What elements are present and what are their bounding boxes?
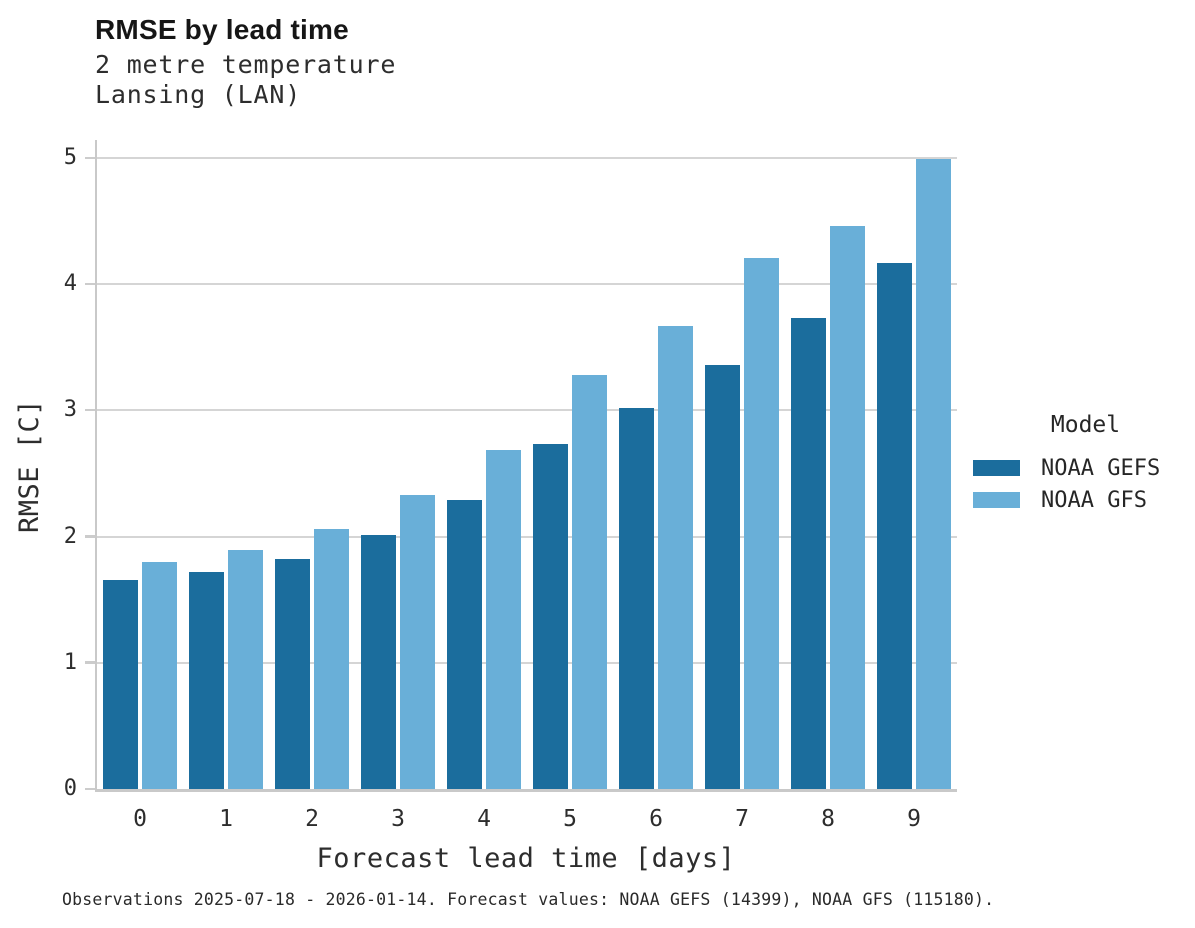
- bar-noaa-gfs-lead-2: [314, 529, 349, 789]
- bar-noaa-gefs-lead-8: [791, 318, 826, 789]
- plot-area: 0 1 2 3 4 5 0 1 2 3 4 5 6 7 8 9: [64, 140, 957, 832]
- x-tick-label-0: 0: [133, 806, 147, 832]
- bar-pair: [785, 158, 871, 789]
- bar-noaa-gfs-lead-4: [486, 449, 521, 789]
- bar-group-lead-7: 7: [699, 140, 785, 832]
- bar-pair: [699, 158, 785, 789]
- legend: Model NOAA GEFS NOAA GFS: [973, 412, 1195, 516]
- bar-group-lead-0: 0: [97, 140, 183, 832]
- x-tick-label-2: 2: [305, 806, 319, 832]
- bar-pair: [871, 158, 957, 789]
- gridline-y2: [97, 535, 957, 538]
- bar-noaa-gfs-lead-7: [744, 257, 779, 789]
- y-tick-mark-1: [85, 661, 95, 664]
- y-tick-label-1: 1: [63, 649, 77, 675]
- y-tick-mark-4: [85, 282, 95, 286]
- legend-swatch: [973, 492, 1020, 508]
- bar-pair: [269, 158, 355, 789]
- y-tick-mark-5: [85, 156, 95, 159]
- legend-label: NOAA GEFS: [1041, 455, 1161, 481]
- bar-noaa-gefs-lead-4: [447, 500, 482, 789]
- bar-noaa-gfs-lead-9: [916, 159, 951, 789]
- bar-noaa-gfs-lead-0: [142, 561, 177, 789]
- bar-pair: [527, 158, 613, 789]
- plot-groups: 0 1 2 3 4 5 6 7 8 9: [97, 140, 957, 832]
- bar-pair: [613, 158, 699, 789]
- bar-group-lead-8: 8: [785, 140, 871, 832]
- legend-swatch: [973, 460, 1020, 476]
- x-tick-label-5: 5: [563, 806, 577, 832]
- bar-pair: [355, 158, 441, 789]
- bar-noaa-gefs-lead-1: [189, 571, 224, 789]
- bar-noaa-gefs-lead-2: [275, 559, 310, 789]
- bar-noaa-gfs-lead-5: [572, 375, 607, 789]
- x-tick-label-7: 7: [735, 806, 749, 832]
- chart-title: RMSE by lead time: [95, 14, 349, 45]
- y-tick-label-4: 4: [63, 271, 77, 297]
- bar-group-lead-2: 2: [269, 140, 355, 832]
- bar-group-lead-6: 6: [613, 140, 699, 832]
- legend-entry-noaa-gefs: NOAA GEFS: [973, 452, 1195, 484]
- bar-pair: [183, 158, 269, 789]
- legend-title: Model: [1050, 412, 1121, 438]
- bar-noaa-gefs-lead-3: [361, 535, 396, 789]
- gridline-y3: [97, 409, 957, 412]
- x-tick-label-3: 3: [391, 806, 405, 832]
- caption-text: Observations 2025-07-18 - 2026-01-14. Fo…: [62, 890, 995, 909]
- bar-pair: [97, 158, 183, 789]
- legend-label: NOAA GFS: [1041, 487, 1147, 513]
- chart-subtitle-variable: 2 metre temperature: [95, 50, 397, 79]
- y-tick-label-0: 0: [63, 776, 77, 801]
- bar-noaa-gefs-lead-0: [103, 579, 138, 789]
- bar-noaa-gfs-lead-6: [658, 325, 693, 789]
- plot-scale: 0 1 2 3 4 5: [64, 145, 957, 801]
- bar-noaa-gfs-lead-8: [830, 226, 865, 789]
- bar-noaa-gefs-lead-5: [533, 444, 568, 789]
- legend-entry-noaa-gfs: NOAA GFS: [973, 484, 1195, 516]
- gridline-y4: [97, 283, 957, 286]
- bar-noaa-gfs-lead-3: [400, 494, 435, 789]
- chart-subtitle-location: Lansing (LAN): [95, 80, 302, 109]
- y-tick-mark-0: [85, 787, 95, 790]
- y-tick-label-2: 2: [63, 523, 77, 549]
- gridline-y1: [97, 661, 957, 664]
- y-tick-mark-3: [85, 408, 95, 412]
- bar-group-lead-4: 4: [441, 140, 527, 832]
- x-tick-label-4: 4: [477, 806, 491, 832]
- x-tick-label-1: 1: [219, 806, 233, 832]
- x-tick-label-9: 9: [907, 806, 921, 832]
- y-tick-mark-2: [85, 535, 95, 538]
- bar-noaa-gfs-lead-1: [228, 550, 263, 789]
- bar-group-lead-1: 1: [183, 140, 269, 832]
- y-tick-label-3: 3: [63, 397, 77, 423]
- x-tick-label-6: 6: [649, 806, 663, 832]
- bar-group-lead-9: 9: [871, 140, 957, 832]
- bar-noaa-gefs-lead-6: [619, 407, 654, 789]
- bar-pair: [441, 158, 527, 789]
- legend-entries: NOAA GEFS NOAA GFS: [973, 452, 1195, 516]
- bar-noaa-gefs-lead-7: [705, 364, 740, 789]
- bar-group-lead-5: 5: [527, 140, 613, 832]
- x-tick-label-8: 8: [821, 806, 835, 832]
- bar-group-lead-3: 3: [355, 140, 441, 832]
- bar-noaa-gefs-lead-9: [877, 262, 912, 789]
- y-tick-label-5: 5: [63, 145, 77, 170]
- gridline-y5: [97, 157, 957, 159]
- x-axis-title: Forecast lead time [days]: [316, 843, 736, 874]
